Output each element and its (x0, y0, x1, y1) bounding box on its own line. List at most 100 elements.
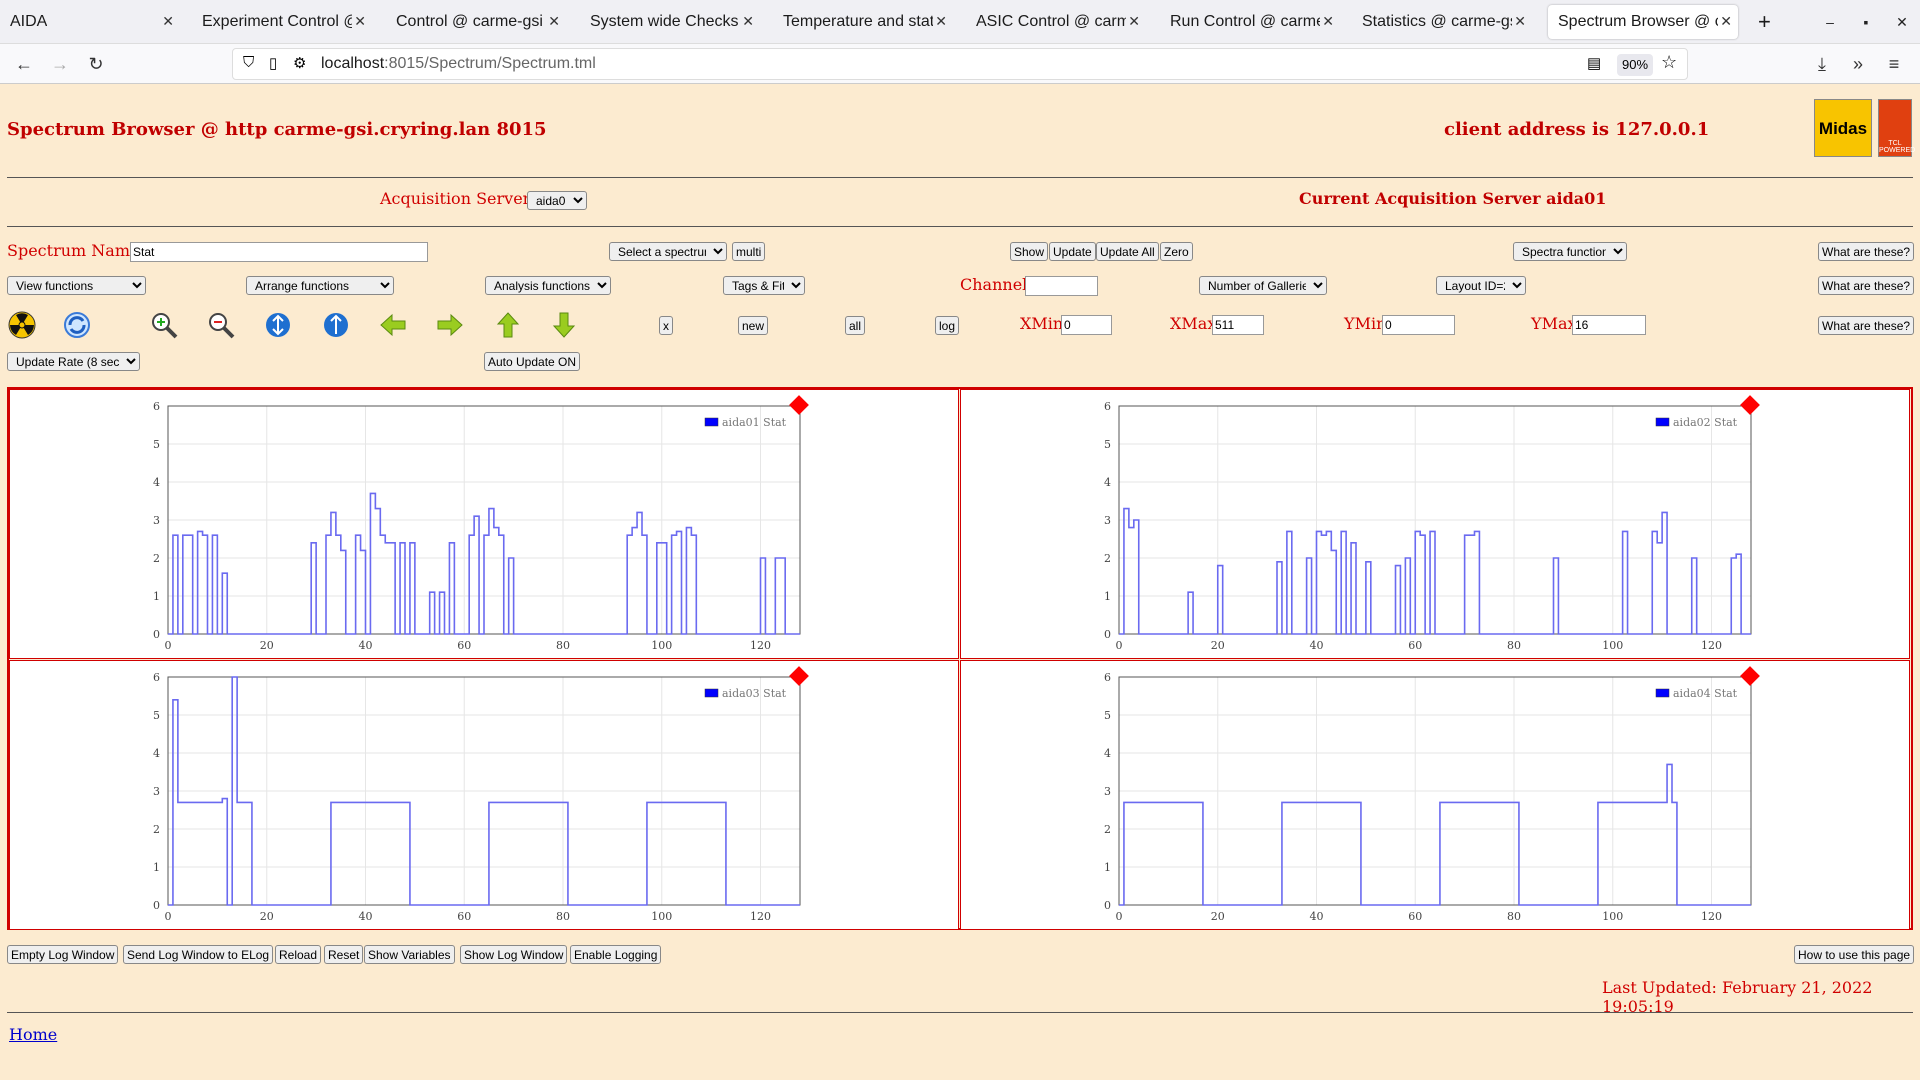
close-icon[interactable]: ✕ (1514, 13, 1526, 29)
url-bar[interactable]: ⛉ ▯ ⚙ localhost:8015/Spectrum/Spectrum.t… (232, 48, 1688, 80)
current-acquisition-server: Current Acquisition Server aida01 (1299, 189, 1607, 208)
panel-select-diamond-icon[interactable] (789, 666, 809, 686)
send-log-elog-button[interactable]: Send Log Window to ELog (123, 945, 274, 964)
left-arrow-icon[interactable] (379, 311, 407, 339)
xmax-input[interactable] (1212, 315, 1264, 335)
empty-log-window-button[interactable]: Empty Log Window (7, 945, 119, 964)
reset-button[interactable]: Reset (324, 945, 364, 964)
panel-select-diamond-icon[interactable] (789, 395, 809, 415)
x-tick-label: 0 (1116, 910, 1123, 923)
zoom-level[interactable]: 90% (1617, 54, 1653, 76)
overflow-icon[interactable]: » (1852, 54, 1863, 74)
close-icon[interactable]: ✕ (1322, 13, 1334, 29)
tab-asic-control[interactable]: ASIC Control @ carme-gsi✕ (976, 13, 1140, 30)
home-link[interactable]: Home (9, 1025, 58, 1044)
view-functions-select[interactable]: View functions (7, 276, 146, 295)
layout-select[interactable]: Layout ID=2 (1436, 276, 1526, 295)
close-icon[interactable]: ✕ (935, 13, 947, 29)
spectrum-panel-aida04[interactable]: 0 1 2 3 4 5 6 0 20 40 60 80 100 120 aida04 Stat (960, 660, 1910, 930)
multi-button[interactable]: multi (732, 242, 766, 261)
close-icon[interactable]: ✕ (1128, 13, 1140, 29)
what-are-these-button[interactable]: What are these? (1818, 242, 1915, 261)
close-icon[interactable]: ✕ (354, 13, 366, 29)
arrange-functions-select[interactable]: Arrange functions (246, 276, 394, 295)
download-icon[interactable]: ⤓ (1818, 54, 1826, 74)
what-are-these-button[interactable]: What are these? (1818, 276, 1915, 295)
expand-x-icon[interactable] (264, 311, 292, 339)
update-rate-select[interactable]: Update Rate (8 secs) (7, 352, 140, 371)
back-icon[interactable]: ← (15, 54, 33, 74)
enable-logging-button[interactable]: Enable Logging (570, 945, 662, 964)
up-arrow-icon[interactable] (494, 311, 522, 339)
update-button[interactable]: Update (1049, 242, 1096, 261)
galleries-select[interactable]: Number of Galleries (1199, 276, 1327, 295)
spectrum-panel-aida02[interactable]: 0 1 2 3 4 5 6 0 20 40 60 80 100 120 aida02 Stat (960, 389, 1910, 659)
log-button[interactable]: log (935, 316, 960, 335)
tab-system-checks[interactable]: System wide Checks @ carme-gsi✕ (590, 13, 754, 30)
maximize-icon[interactable]: ▪ (1863, 14, 1869, 30)
how-to-use-button[interactable]: How to use this page (1794, 945, 1915, 964)
show-variables-button[interactable]: Show Variables (364, 945, 455, 964)
select-spectrum-select[interactable]: Select a spectrum (609, 242, 727, 261)
tab-statistics[interactable]: Statistics @ carme-gsi ✕ (1362, 13, 1526, 30)
ymin-label: YMin (1344, 314, 1387, 333)
tab-temperature[interactable]: Temperature and status @ carme-gsi✕ (783, 13, 947, 30)
tab-run-control[interactable]: Run Control @ carme-gsi✕ (1170, 13, 1334, 30)
url-text: localhost:8015/Spectrum/Spectrum.tml (321, 55, 596, 72)
y-tick-label: 6 (1104, 400, 1111, 413)
x-tick-label: 0 (165, 910, 172, 923)
minimize-icon[interactable]: – (1826, 14, 1834, 30)
y-tick-label: 0 (1104, 899, 1111, 912)
all-button[interactable]: all (845, 316, 866, 335)
close-window-icon[interactable]: ✕ (1896, 14, 1908, 30)
reader-icon[interactable]: ▤ (1587, 55, 1602, 72)
y-tick-label: 3 (1104, 514, 1111, 527)
ymax-input[interactable] (1572, 315, 1646, 335)
bookmark-star-icon[interactable]: ☆ (1661, 52, 1678, 72)
permissions-icon: ⚙ (293, 55, 307, 72)
tab-spectrum-browser[interactable]: Spectrum Browser @ carme-gsi✕ (1548, 5, 1738, 39)
auto-update-button[interactable]: Auto Update ON (484, 352, 581, 371)
panel-select-diamond-icon[interactable] (1740, 666, 1760, 686)
close-icon[interactable]: ✕ (742, 13, 754, 29)
tab-experiment-control[interactable]: Experiment Control @ carme-gsi✕ (202, 13, 366, 30)
y-tick-label: 1 (153, 861, 160, 874)
expand-y-icon[interactable] (322, 311, 350, 339)
close-icon[interactable]: ✕ (548, 13, 560, 29)
spectrum-panel-aida01[interactable]: 0 1 2 3 4 5 6 0 20 40 60 80 100 120 aida01 Stat (9, 389, 959, 659)
refresh-icon[interactable] (63, 311, 91, 339)
zoom-in-icon[interactable] (150, 311, 178, 339)
x-tick-label: 20 (1211, 639, 1225, 652)
spectra-functions-select[interactable]: Spectra functions (1513, 242, 1627, 261)
ymin-input[interactable] (1382, 315, 1455, 335)
show-button[interactable]: Show (1010, 242, 1049, 261)
analysis-functions-select[interactable]: Analysis functions (485, 276, 611, 295)
spectrum-name-input[interactable] (130, 242, 428, 262)
menu-icon[interactable]: ≡ (1888, 54, 1900, 74)
new-button[interactable]: new (738, 316, 769, 335)
zoom-out-icon[interactable] (207, 311, 235, 339)
show-log-window-button[interactable]: Show Log Window (460, 945, 568, 964)
update-all-button[interactable]: Update All (1096, 242, 1159, 261)
down-arrow-icon[interactable] (550, 311, 578, 339)
forward-icon[interactable]: → (51, 54, 69, 74)
radiation-icon[interactable] (8, 311, 36, 339)
channel-input[interactable] (1025, 276, 1098, 296)
shield-icon: ⛉ (243, 54, 255, 71)
what-are-these-button[interactable]: What are these? (1818, 316, 1915, 335)
tab-control[interactable]: Control @ carme-gsi ✕ (396, 13, 560, 30)
panel-select-diamond-icon[interactable] (1740, 395, 1760, 415)
tab-aida[interactable]: AIDA ✕ (10, 13, 174, 30)
close-icon[interactable]: ✕ (162, 13, 174, 29)
reload-button[interactable]: Reload (275, 945, 322, 964)
reload-icon[interactable]: ↻ (88, 54, 104, 74)
zero-button[interactable]: Zero (1160, 242, 1193, 261)
close-icon[interactable]: ✕ (1720, 13, 1732, 29)
new-tab-button[interactable]: + (1758, 9, 1771, 34)
acquisition-server-select[interactable]: aida01 (527, 191, 587, 210)
tags-fits-select[interactable]: Tags & Fits (723, 276, 805, 295)
x-button[interactable]: x (659, 316, 673, 335)
right-arrow-icon[interactable] (436, 311, 464, 339)
xmin-input[interactable] (1061, 315, 1112, 335)
spectrum-panel-aida03[interactable]: 0 1 2 3 4 5 6 0 20 40 60 80 100 120 aida03 Stat (9, 660, 959, 930)
